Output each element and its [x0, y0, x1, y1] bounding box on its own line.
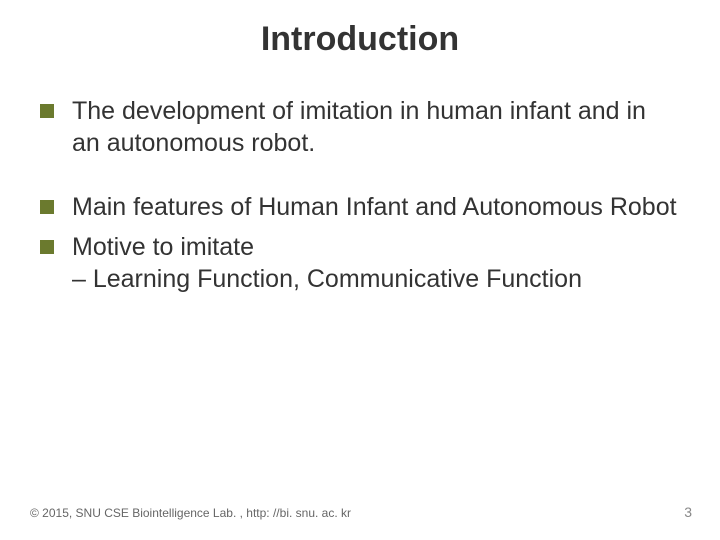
- bullet-text: Main features of Human Infant and Autono…: [72, 191, 680, 223]
- slide-content: The development of imitation in human in…: [40, 95, 680, 303]
- square-bullet-icon: [40, 200, 54, 214]
- bullet-item: Motive to imitate– Learning Function, Co…: [40, 231, 680, 295]
- footer-text: © 2015, SNU CSE Biointelligence Lab. , h…: [30, 506, 351, 520]
- bullet-text: The development of imitation in human in…: [72, 95, 680, 159]
- square-bullet-icon: [40, 104, 54, 118]
- square-bullet-icon: [40, 240, 54, 254]
- slide-title: Introduction: [0, 20, 720, 59]
- slide: Introduction The development of imitatio…: [0, 0, 720, 540]
- bullet-item: Main features of Human Infant and Autono…: [40, 191, 680, 223]
- bullet-text: Motive to imitate– Learning Function, Co…: [72, 231, 680, 295]
- page-number: 3: [684, 504, 692, 520]
- bullet-subtext: – Learning Function, Communicative Funct…: [72, 263, 680, 295]
- bullet-item: The development of imitation in human in…: [40, 95, 680, 159]
